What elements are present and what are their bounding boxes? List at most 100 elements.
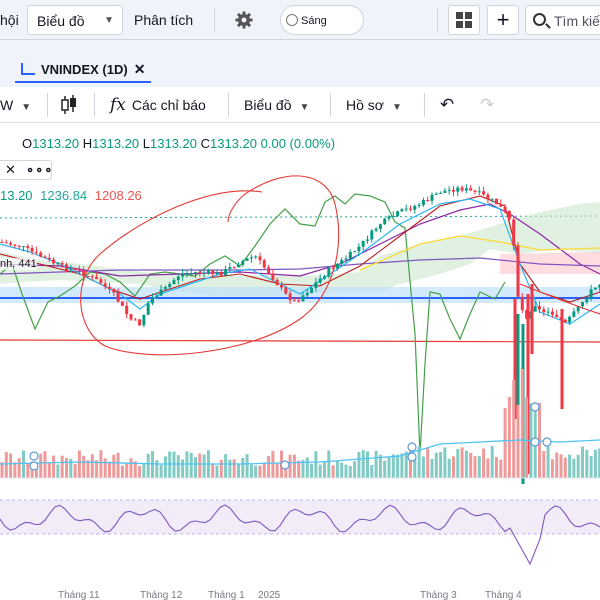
volume-bar [357, 452, 361, 478]
close-icon[interactable]: ✕ [5, 162, 16, 177]
menu-partial[interactable]: hội [0, 12, 19, 28]
volume-bar [318, 464, 322, 478]
search-input[interactable]: Tìm kiế [525, 5, 600, 35]
volume-bar [434, 452, 438, 478]
theme-toggle[interactable]: Sáng [280, 5, 364, 35]
volume-bar [232, 459, 236, 478]
candle-body [430, 194, 434, 201]
top-header: hội Biểu đồ ▼ Phân tích Sáng [0, 0, 600, 40]
volume-bar [297, 460, 301, 478]
volume-bar [374, 450, 378, 478]
volume-bar [120, 465, 124, 478]
analysis-menu[interactable]: Phân tích [134, 12, 194, 28]
chart-area[interactable]: O1313.20 H1313.20 L1313.20 C1313.20 0.00… [0, 124, 600, 600]
candle-body [280, 285, 283, 288]
volume-bar [133, 461, 137, 478]
more-icon[interactable]: ∘∘∘ [26, 162, 54, 177]
undo-icon[interactable]: ↶ [440, 95, 455, 114]
volume-bar [22, 450, 25, 478]
volume-bar [198, 453, 202, 478]
candle-body [99, 279, 103, 284]
candle-body [335, 263, 339, 269]
candle-body [426, 199, 430, 201]
volume-bar [142, 464, 146, 478]
volume-bar [486, 458, 490, 478]
profile-menu-button[interactable]: Hồ sơ ▼ [346, 87, 402, 123]
volume-bar [314, 451, 318, 478]
volume-bar [391, 454, 395, 478]
volume-bar [305, 457, 309, 478]
candle-body [589, 289, 593, 299]
volume-bar [348, 465, 352, 478]
volume-bar [73, 463, 77, 478]
volume-bar [430, 458, 434, 478]
candle-body [593, 287, 597, 290]
candle-body [168, 283, 172, 288]
candle-body [409, 208, 412, 210]
candle-body [82, 270, 86, 276]
candle-body [503, 206, 507, 211]
candlestick-series [0, 184, 600, 484]
candle-body [241, 260, 245, 265]
candle-body [60, 263, 64, 265]
volume-bar [323, 462, 326, 478]
volume-bar [159, 464, 163, 478]
volume-bar [520, 368, 524, 478]
candle-body [112, 288, 116, 293]
volume-bar [4, 451, 8, 478]
volume-bar [103, 458, 107, 478]
layout-grid-button[interactable] [448, 5, 480, 35]
candle-body [189, 273, 193, 275]
indicators-label: Các chỉ báo [131, 97, 206, 113]
redo-icon[interactable]: ↷ [480, 95, 495, 114]
candle-body [69, 268, 73, 271]
volume-bar [572, 458, 576, 478]
candle-body [95, 276, 99, 280]
volume-bar [254, 465, 258, 478]
candle-body [138, 319, 142, 326]
divider [214, 8, 215, 32]
volume-bar [129, 458, 133, 478]
candle-body [542, 309, 546, 313]
volume-bar [181, 459, 185, 478]
chart-icon [21, 63, 35, 75]
volume-bar [335, 461, 339, 478]
volume-bar [456, 448, 460, 478]
candle-body [568, 316, 572, 323]
candle-body [469, 188, 473, 191]
candle-body [172, 280, 176, 284]
volume-bar [542, 451, 546, 478]
close-icon[interactable]: ✕ [133, 61, 146, 77]
open-key: O [22, 136, 33, 151]
chart-type-dropdown[interactable]: Biểu đồ ▼ [27, 5, 123, 35]
event-markers[interactable] [29, 402, 552, 471]
candle-body [254, 256, 258, 258]
gear-icon[interactable] [230, 5, 258, 35]
volume-bar [39, 453, 43, 478]
volume-bar [507, 396, 511, 478]
freehand-drawing[interactable] [80, 175, 340, 356]
volume-bar [568, 454, 572, 478]
volume-bar [310, 463, 314, 478]
volume-bar [228, 459, 232, 478]
volume-bar [581, 446, 584, 478]
candle-body [0, 242, 4, 243]
volume-bar [56, 464, 60, 478]
chart-menu-button[interactable]: Biểu đồ ▼ [244, 87, 309, 123]
trend-line[interactable] [519, 283, 600, 315]
interval-button[interactable]: W ▼ [0, 87, 31, 123]
volume-bar [237, 463, 240, 478]
volume-bar [383, 460, 387, 478]
volume-bar [194, 457, 197, 478]
candlestick-icon[interactable] [60, 87, 78, 123]
volume-bar [400, 453, 404, 478]
candle-body [108, 286, 111, 289]
low-value: 1313.20 [150, 136, 197, 151]
plus-icon[interactable]: + [487, 5, 519, 35]
tab-vnindex[interactable]: VNINDEX (1D) ✕ [15, 58, 152, 83]
volume-bar [593, 449, 597, 478]
volume-bar [563, 457, 567, 478]
volume-bar [86, 460, 90, 478]
indicators-button[interactable]: fx Các chỉ báo [110, 87, 206, 123]
chart-canvas[interactable] [0, 124, 600, 600]
